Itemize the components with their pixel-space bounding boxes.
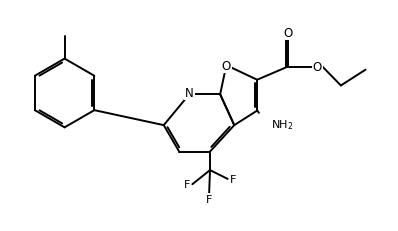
Text: NH$_2$: NH$_2$ <box>271 117 294 131</box>
Text: F: F <box>206 194 212 204</box>
Text: F: F <box>230 174 236 184</box>
Text: O: O <box>222 59 231 72</box>
Text: N: N <box>185 86 194 99</box>
Text: O: O <box>312 61 322 74</box>
Text: F: F <box>184 179 190 189</box>
Text: O: O <box>283 27 293 40</box>
